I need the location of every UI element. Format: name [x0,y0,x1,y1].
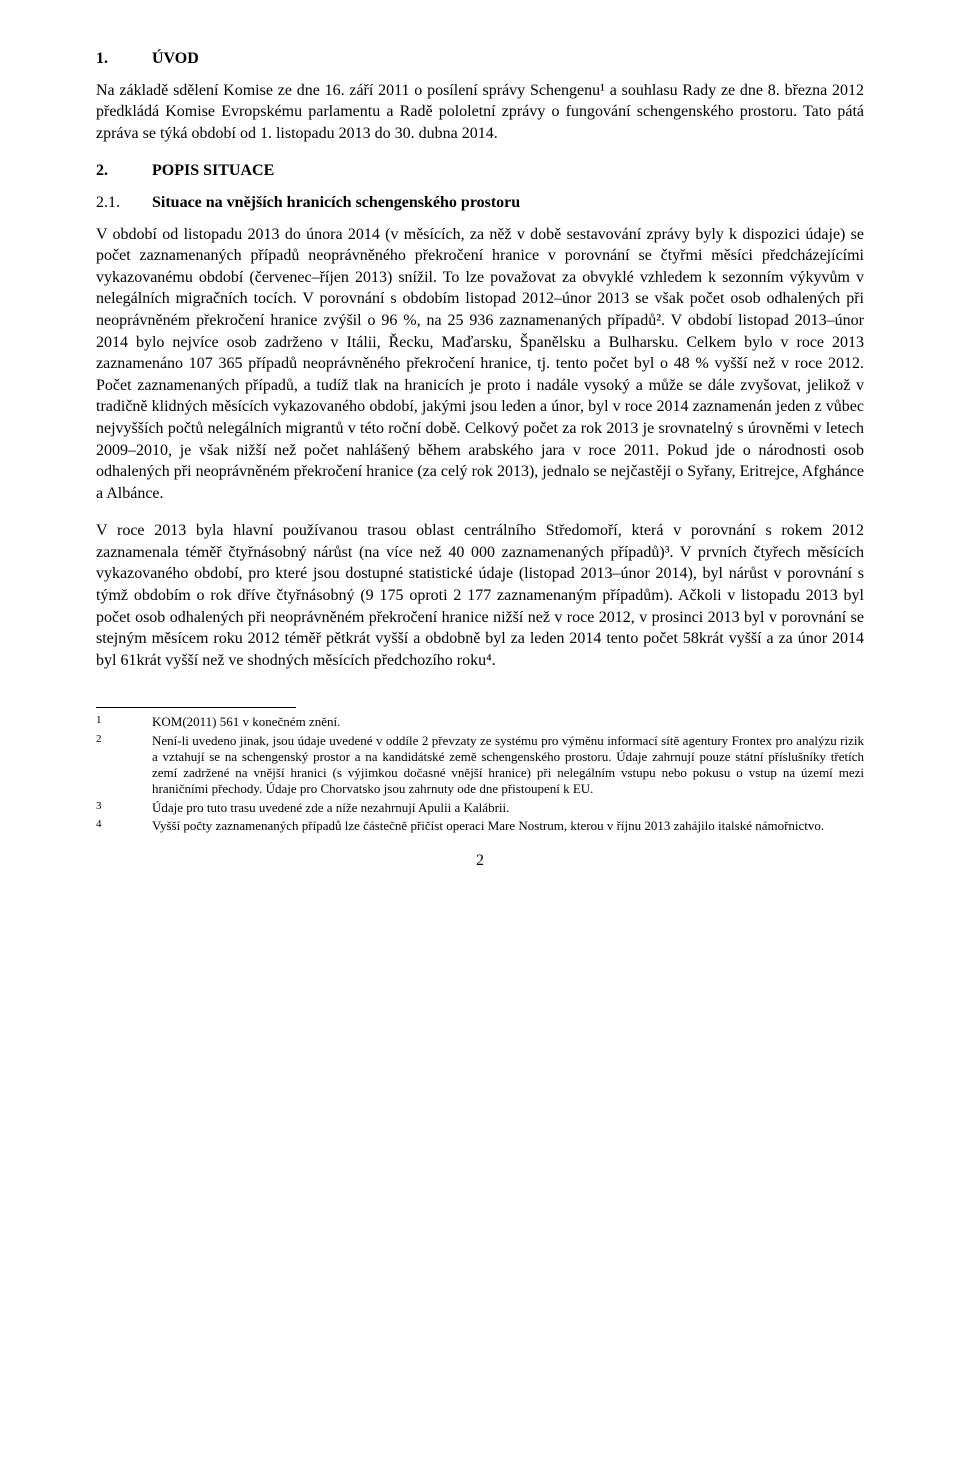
footnote-1-number: 1 [96,714,152,730]
section-1-title: ÚVOD [152,48,199,70]
body-paragraph-2: V období od listopadu 2013 do února 2014… [96,224,864,505]
footnote-3: 3 Údaje pro tuto trasu uvedené zde a níž… [96,800,864,816]
footnote-3-number: 3 [96,800,152,816]
footnote-separator [96,707,296,708]
footnote-1-text: KOM(2011) 561 v konečném znění. [152,714,864,730]
footnote-4: 4 Vyšší počty zaznamenaných případů lze … [96,818,864,834]
section-2-title: POPIS SITUACE [152,160,274,182]
footnote-2-number: 2 [96,733,152,798]
section-2-1-number: 2.1. [96,192,152,214]
page-number: 2 [96,850,864,872]
footnote-4-number: 4 [96,818,152,834]
footnote-3-text: Údaje pro tuto trasu uvedené zde a níže … [152,800,864,816]
section-2-number: 2. [96,160,152,182]
footnotes-block: 1 KOM(2011) 561 v konečném znění. 2 Není… [96,714,864,834]
footnote-4-text: Vyšší počty zaznamenaných případů lze čá… [152,818,864,834]
section-2-heading: 2. POPIS SITUACE [96,160,864,182]
footnote-2: 2 Není-li uvedeno jinak, jsou údaje uved… [96,733,864,798]
body-paragraph-3: V roce 2013 byla hlavní používanou traso… [96,520,864,671]
section-1-number: 1. [96,48,152,70]
section-1-heading: 1. ÚVOD [96,48,864,70]
section-2-1-title: Situace na vnějších hranicích schengensk… [152,192,520,214]
footnote-2-text: Není-li uvedeno jinak, jsou údaje uveden… [152,733,864,798]
section-2-1-heading: 2.1. Situace na vnějších hranicích schen… [96,192,864,214]
intro-paragraph: Na základě sdělení Komise ze dne 16. zář… [96,80,864,145]
footnote-1: 1 KOM(2011) 561 v konečném znění. [96,714,864,730]
